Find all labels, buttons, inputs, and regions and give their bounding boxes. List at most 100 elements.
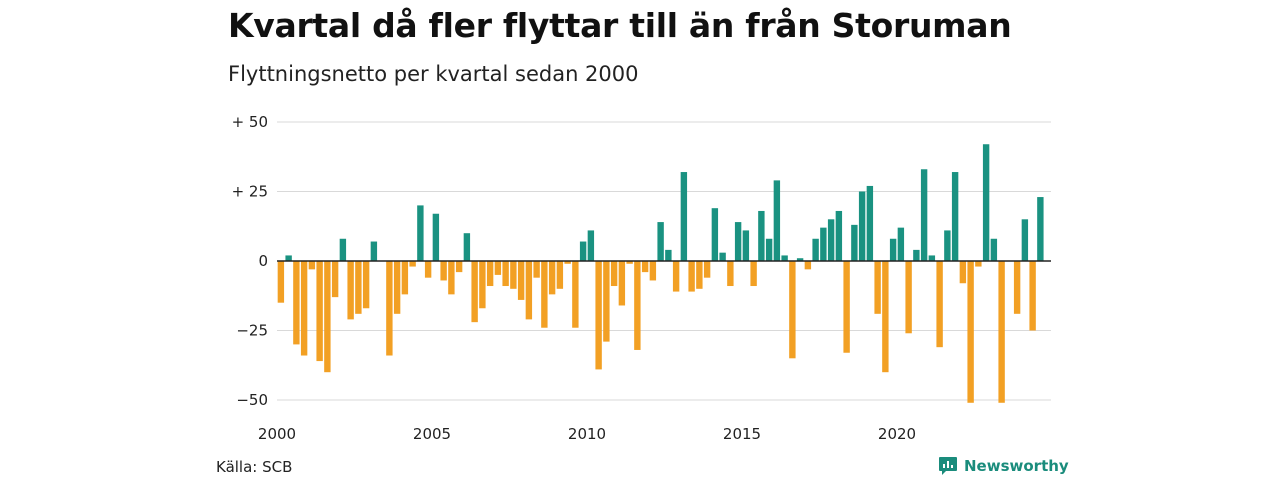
bar: 2006 K2: -22 bbox=[471, 261, 478, 323]
bar: 2004 K4: -6 bbox=[424, 261, 432, 278]
y-axis-ticks: + 50 + 25 0 −25 −50 bbox=[232, 113, 268, 409]
bar: 2020 K2: -26 bbox=[905, 261, 912, 334]
source-note: Källa: SCB bbox=[216, 458, 293, 476]
bar: 2009 K4: 7 bbox=[579, 241, 587, 261]
y-tick-label: −25 bbox=[236, 322, 268, 340]
bar: 2016 K3: -35 bbox=[789, 261, 796, 359]
bar: 2014 K3: -9 bbox=[727, 261, 734, 287]
bar: 2014 K2: 3 bbox=[719, 252, 726, 261]
bar: 2010 K4: -9 bbox=[610, 261, 618, 287]
bar: 2002 K3: -19 bbox=[355, 261, 362, 314]
bar: 2017 K4: 15 bbox=[827, 219, 835, 261]
bar: 2005 K1: 17 bbox=[432, 213, 440, 261]
y-tick-label: 0 bbox=[258, 252, 268, 270]
x-tick-label: 2000 bbox=[258, 425, 296, 443]
bar: 2015 K3: 18 bbox=[758, 210, 765, 261]
bar: 2012 K2: 14 bbox=[657, 222, 664, 261]
x-tick-label: 2005 bbox=[413, 425, 451, 443]
bar: 2016 K4: 1 bbox=[796, 258, 804, 261]
bar: 2018 K3: 13 bbox=[851, 224, 858, 261]
bar: 2013 K1: 32 bbox=[680, 172, 688, 261]
bar: 2003 K1: 7 bbox=[370, 241, 378, 261]
x-axis-ticks: 2000 2005 2010 2015 2020 bbox=[258, 425, 916, 443]
bar: 2000 K3: -30 bbox=[293, 261, 300, 345]
newsworthy-logo-icon bbox=[939, 457, 957, 475]
bar: 2013 K3: -10 bbox=[696, 261, 703, 289]
bar: 2022 K1: -8 bbox=[959, 261, 967, 284]
bar: 2007 K1: -5 bbox=[494, 261, 502, 275]
bar: 2013 K4: -6 bbox=[703, 261, 711, 278]
chart-title: Kvartal då fler flyttar till än från Sto… bbox=[228, 6, 1012, 45]
bar: 2018 K2: -33 bbox=[843, 261, 850, 353]
bar: 2001 K3: -40 bbox=[324, 261, 331, 373]
bar: 2023 K4: -19 bbox=[1013, 261, 1021, 314]
bar: 2010 K1: 11 bbox=[587, 230, 595, 261]
bar: 2022 K2: -51 bbox=[967, 261, 974, 403]
bar: 2016 K2: 2 bbox=[781, 255, 788, 261]
x-tick-label: 2010 bbox=[568, 425, 606, 443]
x-tick-label: 2015 bbox=[723, 425, 761, 443]
bar: 2016 K1: 29 bbox=[773, 180, 781, 261]
bar: 2019 K4: 8 bbox=[889, 238, 897, 261]
bar: 2022 K3: -2 bbox=[975, 261, 982, 267]
bars: 2000 K1: -152000 K2: 22000 K3: -302000 K… bbox=[277, 144, 1044, 403]
bar: 2021 K4: 32 bbox=[951, 172, 959, 261]
bar: 2023 K1: 8 bbox=[990, 238, 998, 261]
bar: 2020 K4: 33 bbox=[920, 169, 928, 261]
bar: 2007 K3: -10 bbox=[510, 261, 517, 289]
bar: 2024 K1: 15 bbox=[1021, 219, 1029, 261]
bar: 2013 K2: -11 bbox=[688, 261, 695, 292]
bar: 2001 K2: -36 bbox=[316, 261, 323, 362]
bar: 2011 K3: -32 bbox=[634, 261, 641, 350]
bar: 2017 K1: -3 bbox=[804, 261, 812, 270]
bar: 2002 K4: -17 bbox=[362, 261, 370, 309]
bar: 2008 K3: -24 bbox=[541, 261, 548, 328]
bar: 2011 K4: -4 bbox=[641, 261, 649, 273]
bar: 2003 K3: -34 bbox=[386, 261, 393, 356]
chart-subtitle: Flyttningsnetto per kvartal sedan 2000 bbox=[228, 62, 639, 86]
bar: 2023 K2: -51 bbox=[998, 261, 1005, 403]
bar: 2017 K3: 12 bbox=[820, 227, 827, 261]
bar: 2012 K1: -7 bbox=[649, 261, 657, 281]
bar: 2005 K2: -7 bbox=[440, 261, 447, 281]
bar: 2011 K1: -16 bbox=[618, 261, 626, 306]
bar: 2002 K2: -21 bbox=[347, 261, 354, 320]
bar: 2009 K2: -1 bbox=[564, 261, 571, 264]
bar: 2019 K2: -19 bbox=[874, 261, 881, 314]
bar: 2014 K4: 14 bbox=[734, 222, 742, 261]
bar: 2007 K4: -14 bbox=[517, 261, 525, 300]
bar: 2018 K4: 25 bbox=[858, 191, 866, 261]
y-tick-label: + 50 bbox=[232, 113, 268, 131]
bar: 2004 K3: 20 bbox=[417, 205, 424, 261]
bar: 2012 K3: 4 bbox=[665, 249, 672, 261]
bar: 2002 K1: 8 bbox=[339, 238, 347, 261]
y-tick-label: −50 bbox=[236, 391, 268, 409]
bar: 2021 K3: 11 bbox=[944, 230, 951, 261]
y-tick-label: + 25 bbox=[232, 183, 268, 201]
bar: 2018 K1: 18 bbox=[835, 210, 843, 261]
bar: 2022 K4: 42 bbox=[982, 144, 990, 261]
bar: 2012 K4: -11 bbox=[672, 261, 680, 292]
bar: 2000 K1: -15 bbox=[277, 261, 285, 303]
bar: 2005 K3: -12 bbox=[448, 261, 455, 295]
bar: 2010 K2: -39 bbox=[595, 261, 602, 370]
brand-name: Newsworthy bbox=[964, 457, 1069, 475]
bar: 2014 K1: 19 bbox=[711, 208, 719, 261]
bar: 2003 K4: -19 bbox=[393, 261, 401, 314]
bar: 2005 K4: -4 bbox=[455, 261, 463, 273]
bar: 2006 K4: -9 bbox=[486, 261, 494, 287]
bar: 2020 K3: 4 bbox=[913, 249, 920, 261]
bar: 2007 K2: -9 bbox=[502, 261, 509, 287]
bar: 2001 K1: -3 bbox=[308, 261, 316, 270]
brand-logo: Newsworthy bbox=[938, 456, 1069, 476]
bar: 2015 K1: 11 bbox=[742, 230, 750, 261]
bar: 2021 K1: 2 bbox=[928, 255, 936, 261]
bar: 2010 K3: -29 bbox=[603, 261, 610, 342]
bar: 2008 K1: -21 bbox=[525, 261, 533, 320]
bar: 2019 K1: 27 bbox=[866, 185, 874, 261]
bar: 2000 K4: -34 bbox=[300, 261, 308, 356]
bar: 2017 K2: 8 bbox=[812, 238, 819, 261]
bar: 2006 K3: -17 bbox=[479, 261, 486, 309]
bar: 2021 K2: -31 bbox=[936, 261, 943, 348]
